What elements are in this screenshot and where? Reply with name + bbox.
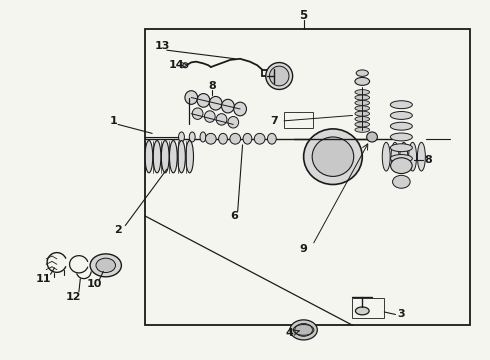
Ellipse shape (270, 66, 289, 86)
Ellipse shape (221, 99, 234, 113)
Text: 3: 3 (397, 310, 405, 319)
Ellipse shape (391, 133, 413, 141)
Ellipse shape (209, 96, 222, 110)
Ellipse shape (391, 142, 399, 171)
Circle shape (90, 254, 122, 277)
Text: 9: 9 (300, 244, 308, 254)
Ellipse shape (183, 63, 188, 68)
Text: 6: 6 (230, 211, 238, 221)
Ellipse shape (355, 95, 369, 100)
Ellipse shape (391, 101, 413, 109)
Ellipse shape (355, 106, 369, 111)
Ellipse shape (178, 132, 184, 142)
Ellipse shape (268, 134, 276, 144)
Bar (352, 298, 384, 318)
Ellipse shape (177, 140, 185, 173)
Ellipse shape (185, 91, 197, 104)
Ellipse shape (355, 307, 369, 315)
Ellipse shape (409, 142, 416, 171)
Ellipse shape (161, 140, 169, 173)
Ellipse shape (367, 132, 377, 142)
Ellipse shape (153, 140, 161, 173)
Ellipse shape (355, 117, 369, 122)
Ellipse shape (189, 132, 195, 142)
Ellipse shape (216, 114, 227, 125)
Ellipse shape (391, 144, 413, 152)
Circle shape (290, 320, 318, 340)
Ellipse shape (228, 117, 239, 128)
Circle shape (295, 323, 313, 336)
Ellipse shape (234, 102, 246, 116)
Ellipse shape (200, 132, 206, 142)
Ellipse shape (254, 134, 265, 144)
Ellipse shape (355, 122, 369, 127)
Circle shape (392, 175, 410, 188)
Ellipse shape (400, 142, 408, 171)
Ellipse shape (355, 77, 369, 85)
Ellipse shape (145, 140, 153, 173)
Ellipse shape (355, 90, 369, 95)
Ellipse shape (355, 127, 369, 132)
Text: 7: 7 (270, 116, 278, 126)
Text: 8: 8 (424, 155, 432, 165)
Ellipse shape (391, 122, 413, 130)
Text: 1: 1 (109, 116, 117, 126)
Ellipse shape (417, 142, 425, 171)
Ellipse shape (391, 154, 413, 162)
Ellipse shape (219, 134, 227, 144)
Circle shape (96, 258, 116, 273)
Ellipse shape (230, 134, 241, 144)
Text: 5: 5 (299, 9, 308, 22)
Ellipse shape (391, 112, 413, 120)
Text: 14: 14 (169, 60, 184, 70)
Ellipse shape (355, 111, 369, 116)
Ellipse shape (243, 134, 252, 144)
Bar (284, 112, 314, 128)
Ellipse shape (266, 63, 293, 89)
Text: 10: 10 (87, 279, 102, 289)
Text: 13: 13 (154, 41, 170, 50)
Ellipse shape (382, 142, 390, 171)
Bar (145, 30, 470, 325)
Text: 12: 12 (65, 292, 81, 302)
Text: 2: 2 (114, 225, 122, 235)
Ellipse shape (192, 108, 203, 120)
Ellipse shape (204, 111, 215, 122)
Text: 11: 11 (36, 274, 51, 284)
Text: 4: 4 (285, 328, 293, 338)
Ellipse shape (197, 94, 210, 107)
Text: 8: 8 (208, 81, 216, 91)
Ellipse shape (186, 140, 194, 173)
Ellipse shape (205, 134, 216, 144)
Ellipse shape (304, 129, 362, 184)
Ellipse shape (312, 137, 354, 176)
Ellipse shape (355, 100, 369, 105)
Ellipse shape (356, 70, 368, 76)
Circle shape (391, 158, 412, 174)
Ellipse shape (170, 140, 177, 173)
